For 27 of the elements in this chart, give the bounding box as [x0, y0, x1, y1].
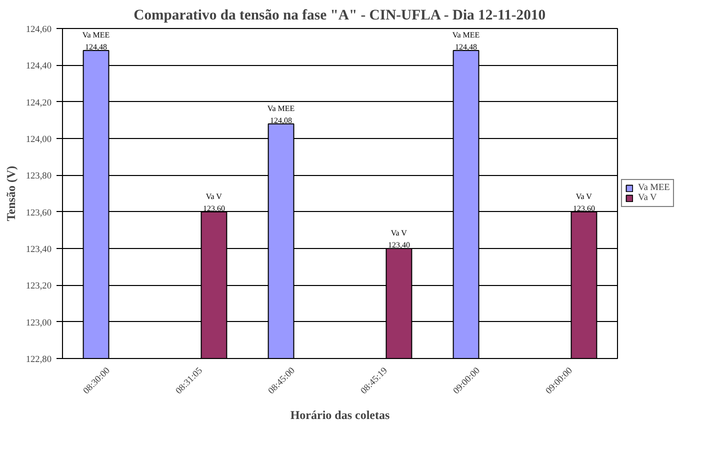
y-tick-label: 124,40 — [26, 62, 52, 72]
chart-title: Comparativo da tensão na fase "A" - CIN-UFLA - Dia 12-11-2010 — [134, 8, 546, 24]
text: Va V — [390, 228, 407, 238]
data-label: 123,60 — [202, 204, 225, 213]
data-label: 123,60 — [572, 204, 595, 213]
y-tick-label: 123,00 — [26, 318, 52, 328]
y-axis-title: Tensão (V) — [4, 166, 18, 222]
data-label: 124,48 — [85, 42, 108, 52]
y-tick-label: 124,20 — [26, 98, 52, 108]
y-tick-label: 123,60 — [26, 208, 52, 218]
data-label: 123,40 — [388, 240, 410, 250]
x-axis-title: Horário das coletas — [290, 408, 390, 422]
text: Va MEE — [452, 30, 480, 40]
text: Va MEE — [82, 30, 110, 40]
legend-label: Va V — [638, 193, 658, 203]
text: Va V — [206, 192, 222, 201]
y-tick-label: 123,20 — [26, 282, 52, 292]
y-tick-label: 124,60 — [26, 25, 52, 35]
y-tick-label: 123,80 — [26, 172, 52, 182]
y-tick-label: 122,80 — [26, 355, 52, 365]
data-label: 124,08 — [270, 116, 292, 125]
text: Va MEE — [267, 104, 295, 113]
data-label: 124,48 — [455, 42, 478, 52]
y-tick-label: 124,00 — [26, 135, 52, 145]
text: Va V — [576, 192, 592, 201]
y-tick-label: 123,40 — [26, 245, 52, 255]
legend-label: Va MEE — [638, 183, 670, 193]
